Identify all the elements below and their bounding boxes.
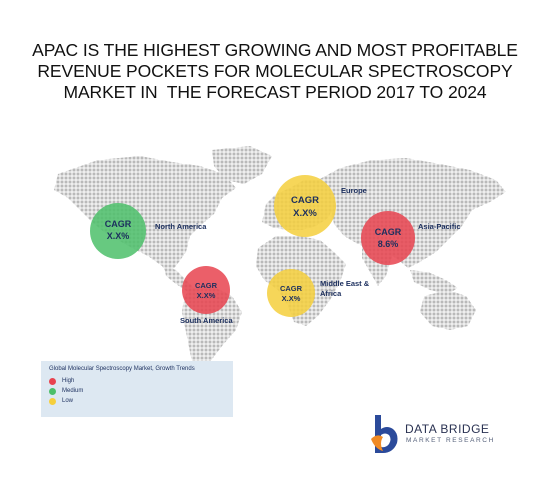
cagr-value-europe: X.X% (293, 208, 317, 219)
region-name-europe: Europe (341, 186, 367, 195)
legend-label-medium: Medium (62, 388, 84, 394)
legend-dot-medium (49, 387, 56, 395)
cagr-bubble-north-america (90, 203, 146, 259)
title-line-2: REVENUE POCKETS FOR MOLECULAR SPECTROSCO… (37, 61, 513, 81)
cagr-value-asia-pacific: 8.6% (378, 239, 399, 249)
legend-label-high: High (62, 378, 75, 384)
legend-label-low: Low (62, 398, 74, 404)
legend: Global Molecular Spectroscopy Market, Gr… (41, 361, 233, 417)
continents (54, 146, 506, 378)
continent-southeast-asia (410, 270, 458, 294)
legend-item-medium: Medium (49, 386, 225, 396)
company-logo: DATA BRIDGE MARKET RESEARCH (369, 413, 499, 455)
cagr-label-south-america: CAGR (195, 281, 218, 290)
cagr-label-asia-pacific: CAGR (375, 227, 402, 237)
region-asia-pacific: CAGR 8.6% Asia-Pacific (361, 211, 461, 265)
logo-tagline: MARKET RESEARCH (406, 437, 495, 444)
cagr-label-europe: CAGR (291, 195, 319, 206)
region-name-north-america: North America (155, 222, 207, 231)
cagr-value-middle-east-africa: X.X% (282, 294, 301, 303)
region-middle-east-africa: CAGR X.X% Middle East & Africa (267, 269, 370, 317)
region-name-south-america: South America (180, 316, 233, 325)
title-line-3: MARKET IN THE FORECAST PERIOD 2017 TO 20… (63, 82, 487, 102)
region-europe: CAGR X.X% Europe (274, 175, 367, 237)
data-bridge-logo-icon (371, 415, 398, 453)
cagr-value-north-america: X.X% (107, 231, 130, 241)
logo-name: DATA BRIDGE (405, 422, 490, 436)
continent-north-america (54, 156, 236, 274)
region-north-america: CAGR X.X% North America (90, 203, 207, 259)
cagr-bubble-middle-east-africa (267, 269, 315, 317)
legend-title: Global Molecular Spectroscopy Market, Gr… (49, 366, 195, 372)
legend-item-low: Low (49, 396, 225, 406)
continent-asia (318, 158, 506, 268)
continent-greenland (212, 146, 272, 184)
region-name-middle-east-africa-line1: Middle East & (320, 279, 370, 288)
legend-dot-low (49, 397, 56, 405)
legend-dot-high (49, 377, 56, 385)
cagr-bubble-south-america (182, 266, 230, 314)
cagr-bubble-asia-pacific (361, 211, 415, 265)
page-title: APAC IS THE HIGHEST GROWING AND MOST PRO… (0, 40, 550, 103)
title-line-1: APAC IS THE HIGHEST GROWING AND MOST PRO… (32, 40, 518, 60)
region-bubbles: CAGR X.X% North America CAGR X.X% South … (90, 175, 461, 325)
legend-item-high: High (49, 376, 225, 386)
region-south-america: CAGR X.X% South America (180, 266, 233, 325)
region-name-asia-pacific: Asia-Pacific (418, 222, 461, 231)
cagr-bubble-europe (274, 175, 336, 237)
cagr-label-middle-east-africa: CAGR (280, 284, 303, 293)
cagr-value-south-america: X.X% (197, 291, 216, 300)
continent-australia (420, 290, 476, 330)
cagr-label-north-america: CAGR (105, 219, 132, 229)
region-name-middle-east-africa-line2: Africa (320, 289, 342, 298)
